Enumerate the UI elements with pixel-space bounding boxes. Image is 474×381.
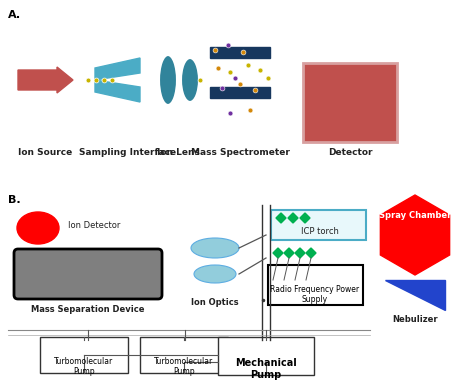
Polygon shape	[95, 80, 140, 102]
Ellipse shape	[17, 212, 59, 244]
Text: Radio Frequency Power
Supply: Radio Frequency Power Supply	[271, 285, 360, 304]
Text: Turbomolecular
Pump: Turbomolecular Pump	[155, 357, 214, 376]
Text: Ion Source: Ion Source	[18, 148, 72, 157]
Text: Ion Optics: Ion Optics	[191, 298, 239, 307]
Polygon shape	[273, 248, 283, 258]
Text: Ion Lens: Ion Lens	[156, 148, 200, 157]
Text: Mechanical
Pump: Mechanical Pump	[235, 358, 297, 379]
FancyBboxPatch shape	[218, 337, 314, 375]
Polygon shape	[385, 280, 445, 310]
Polygon shape	[284, 248, 294, 258]
FancyArrow shape	[18, 67, 73, 93]
Ellipse shape	[191, 238, 239, 258]
FancyBboxPatch shape	[40, 337, 128, 373]
Polygon shape	[295, 248, 305, 258]
Text: Mass Spectrometer: Mass Spectrometer	[191, 148, 290, 157]
FancyBboxPatch shape	[271, 210, 366, 240]
Text: B.: B.	[8, 195, 21, 205]
Text: Mass Separation Device: Mass Separation Device	[31, 305, 145, 314]
Ellipse shape	[181, 58, 199, 102]
Polygon shape	[306, 248, 316, 258]
Text: ICP torch: ICP torch	[301, 227, 339, 236]
FancyBboxPatch shape	[268, 265, 363, 305]
Bar	[210, 87, 270, 98]
Ellipse shape	[194, 265, 236, 283]
Polygon shape	[276, 213, 286, 223]
Polygon shape	[380, 195, 450, 275]
FancyBboxPatch shape	[14, 249, 162, 299]
Text: Ion Detector: Ion Detector	[68, 221, 120, 229]
Polygon shape	[288, 213, 298, 223]
Text: Detector: Detector	[328, 148, 372, 157]
Text: Spray Chamber: Spray Chamber	[379, 210, 451, 219]
Text: Sampling Interface: Sampling Interface	[80, 148, 176, 157]
Text: Nebulizer: Nebulizer	[392, 315, 438, 324]
Ellipse shape	[159, 55, 177, 105]
Text: A.: A.	[8, 10, 21, 20]
Text: Turbomolecular
Pump: Turbomolecular Pump	[55, 357, 114, 376]
Bar	[210, 47, 270, 58]
Polygon shape	[95, 58, 140, 80]
FancyBboxPatch shape	[140, 337, 228, 373]
Polygon shape	[300, 213, 310, 223]
FancyBboxPatch shape	[303, 63, 397, 142]
